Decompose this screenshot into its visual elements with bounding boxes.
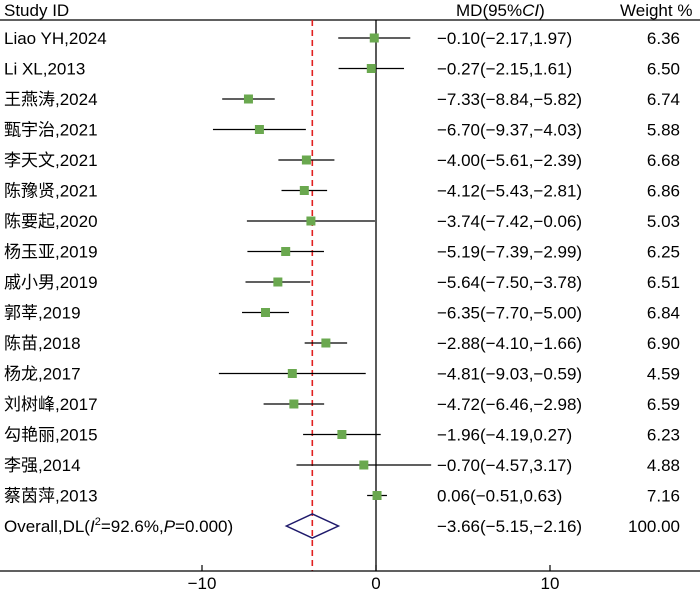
weight-value: 5.88	[647, 121, 680, 140]
md-ci-value: −4.72(−6.46,−2.98)	[437, 395, 582, 414]
overall-label: Overall,DL(I2=92.6%,P=0.000)	[4, 516, 233, 536]
md-ci-value: −2.88(−4.10,−1.66)	[437, 334, 582, 353]
study-id-header: Study ID	[4, 1, 69, 20]
study-label: 陈要起,2020	[4, 212, 98, 231]
effect-marker	[273, 277, 283, 287]
md-ci-value: −5.64(−7.50,−3.78)	[437, 273, 582, 292]
weight-value: 6.23	[647, 426, 680, 445]
effect-marker	[299, 186, 309, 195]
study-label: 杨龙,2017	[4, 365, 81, 384]
effect-marker	[289, 399, 299, 409]
effect-marker	[301, 155, 311, 165]
overall-diamond	[284, 513, 341, 539]
study-label: 蔡茵萍,2013	[4, 487, 98, 506]
x-tick-label: 10	[541, 574, 560, 591]
weight-value: 4.88	[647, 456, 680, 475]
overall-weight-value: 100.00	[628, 517, 680, 536]
study-label: Li XL,2013	[4, 60, 85, 79]
weight-value: 6.84	[647, 304, 680, 323]
study-label: 陈苗,2018	[4, 334, 81, 353]
effect-marker	[243, 94, 253, 104]
weight-header: Weight %	[620, 1, 692, 20]
effect-marker	[369, 33, 379, 43]
weight-value: 4.59	[647, 365, 680, 384]
effect-marker	[287, 369, 297, 378]
effect-marker	[254, 125, 264, 134]
effect-marker	[321, 338, 331, 348]
md-ci-value: −0.27(−2.15,1.61)	[437, 60, 572, 79]
effect-marker	[372, 491, 382, 500]
weight-value: 6.25	[647, 243, 680, 262]
plot-area	[212, 20, 432, 571]
md-ci-value: −6.70(−9.37,−4.03)	[437, 121, 582, 140]
md-ci-header: MD(95%CI)	[456, 1, 545, 20]
md-ci-value: −0.70(−4.57,3.17)	[437, 456, 572, 475]
overall-md-ci-value: −3.66(−5.15,−2.16)	[437, 517, 582, 536]
md-ci-value: −4.00(−5.61,−2.39)	[437, 151, 582, 170]
study-label: 郭莘,2019	[4, 304, 81, 323]
effect-marker	[261, 308, 271, 317]
md-ci-value: −4.12(−5.43,−2.81)	[437, 182, 582, 201]
effect-marker	[359, 460, 369, 470]
md-ci-value: 0.06(−0.51,0.63)	[437, 487, 562, 506]
x-axis: −10 0 10	[0, 565, 700, 591]
study-label: 刘树峰,2017	[4, 395, 98, 414]
md-ci-value: −3.74(−7.42,−0.06)	[437, 212, 582, 231]
study-label: 戚小男,2019	[4, 273, 98, 292]
study-label: 甄宇治,2021	[4, 121, 98, 140]
study-label: 陈豫贤,2021	[4, 182, 98, 201]
weight-value: 6.50	[647, 60, 680, 79]
effect-marker	[366, 64, 376, 73]
md-ci-value: −7.33(−8.84,−5.82)	[437, 90, 582, 109]
study-label: 李强,2014	[4, 456, 81, 475]
weight-value: 6.59	[647, 395, 680, 414]
md-ci-value: −5.19(−7.39,−2.99)	[437, 243, 582, 262]
weight-value: 6.86	[647, 182, 680, 201]
study-label: 勾艳丽,2015	[4, 426, 98, 445]
weight-value: 5.03	[647, 212, 680, 231]
md-ci-value: −0.10(−2.17,1.97)	[437, 29, 572, 48]
x-tick-label: 0	[371, 574, 380, 591]
weight-value: 7.16	[647, 487, 680, 506]
md-ci-value: −4.81(−9.03,−0.59)	[437, 365, 582, 384]
md-ci-value: −6.35(−7.70,−5.00)	[437, 304, 582, 323]
study-label: Liao YH,2024	[4, 29, 107, 48]
weight-value: 6.68	[647, 151, 680, 170]
weight-value: 6.74	[647, 90, 680, 109]
header-row: Study ID MD(95%CI) Weight %	[4, 1, 692, 20]
study-label: 杨玉亚,2019	[4, 243, 98, 262]
effect-marker	[337, 430, 347, 439]
weight-value: 6.90	[647, 334, 680, 353]
weight-value: 6.51	[647, 273, 680, 292]
effect-marker	[306, 216, 316, 226]
weight-value: 6.36	[647, 29, 680, 48]
x-tick-label: −10	[188, 574, 217, 591]
study-label: 王燕涛,2024	[4, 90, 98, 109]
md-ci-value: −1.96(−4.19,0.27)	[437, 426, 572, 445]
effect-marker	[281, 247, 291, 256]
study-rows: Liao YH,2024 −0.10(−2.17,1.97) 6.36 Li XL,2…	[4, 29, 680, 536]
study-label: 李天文,2021	[4, 151, 98, 170]
